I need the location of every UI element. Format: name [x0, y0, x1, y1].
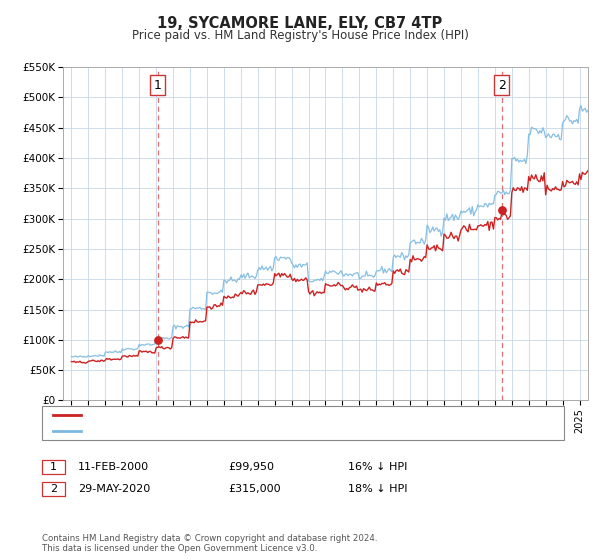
Text: 11-FEB-2000: 11-FEB-2000 — [78, 462, 149, 472]
Text: 16% ↓ HPI: 16% ↓ HPI — [348, 462, 407, 472]
Text: 2: 2 — [497, 79, 506, 92]
Text: Contains HM Land Registry data © Crown copyright and database right 2024.: Contains HM Land Registry data © Crown c… — [42, 534, 377, 543]
Text: 19, SYCAMORE LANE, ELY, CB7 4TP: 19, SYCAMORE LANE, ELY, CB7 4TP — [157, 16, 443, 31]
Text: 19, SYCAMORE LANE, ELY, CB7 4TP (detached house): 19, SYCAMORE LANE, ELY, CB7 4TP (detache… — [88, 410, 379, 420]
Text: This data is licensed under the Open Government Licence v3.0.: This data is licensed under the Open Gov… — [42, 544, 317, 553]
Text: 1: 1 — [154, 79, 162, 92]
Text: Price paid vs. HM Land Registry's House Price Index (HPI): Price paid vs. HM Land Registry's House … — [131, 29, 469, 42]
Text: £99,950: £99,950 — [228, 462, 274, 472]
Text: 2: 2 — [50, 484, 57, 494]
Text: 29-MAY-2020: 29-MAY-2020 — [78, 484, 150, 494]
Point — [497, 205, 506, 214]
Text: 18% ↓ HPI: 18% ↓ HPI — [348, 484, 407, 494]
Text: HPI: Average price, detached house, East Cambridgeshire: HPI: Average price, detached house, East… — [88, 426, 404, 436]
Text: £315,000: £315,000 — [228, 484, 281, 494]
Point — [153, 335, 163, 344]
Text: 1: 1 — [50, 462, 57, 472]
